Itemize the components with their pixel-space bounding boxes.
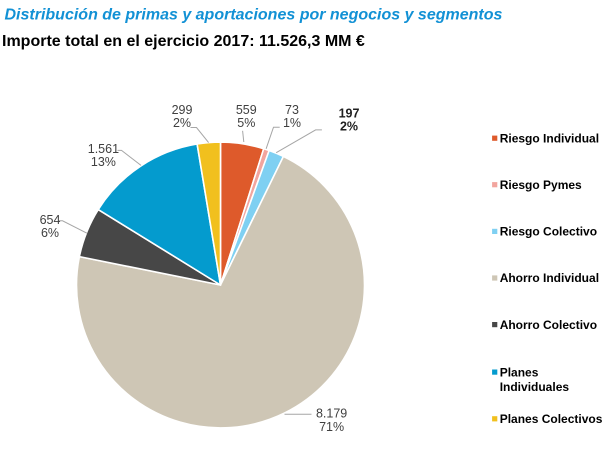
svg-text:2%: 2%	[173, 116, 191, 130]
svg-text:Ahorro Colectivo: Ahorro Colectivo	[500, 318, 597, 332]
svg-text:299: 299	[172, 103, 193, 117]
svg-text:Riesgo Colectivo: Riesgo Colectivo	[500, 225, 597, 239]
svg-text:2%: 2%	[340, 120, 358, 134]
svg-text:Planes Colectivos: Planes Colectivos	[500, 412, 603, 426]
svg-text:1.561: 1.561	[88, 142, 119, 156]
svg-text:654: 654	[40, 213, 61, 227]
svg-text:Riesgo Individual: Riesgo Individual	[500, 131, 599, 145]
svg-text:Importe total en el ejercicio: Importe total en el ejercicio 2017: 11.5…	[2, 33, 365, 50]
svg-text:73: 73	[285, 103, 299, 117]
svg-text:Riesgo Pymes: Riesgo Pymes	[500, 178, 582, 192]
svg-text:5%: 5%	[237, 116, 255, 130]
svg-text:6%: 6%	[41, 226, 59, 240]
svg-text:Ahorro Individual: Ahorro Individual	[500, 271, 599, 285]
svg-text:8.179: 8.179	[316, 406, 347, 420]
svg-text:1%: 1%	[283, 116, 301, 130]
svg-text:Planes: Planes	[500, 365, 539, 379]
svg-text:Individuales: Individuales	[500, 380, 570, 394]
svg-text:197: 197	[339, 107, 360, 121]
svg-text:13%: 13%	[91, 155, 116, 169]
svg-text:559: 559	[236, 103, 257, 117]
svg-text:Distribución de primas y aport: Distribución de primas y aportaciones po…	[5, 6, 503, 23]
svg-text:71%: 71%	[319, 420, 344, 434]
